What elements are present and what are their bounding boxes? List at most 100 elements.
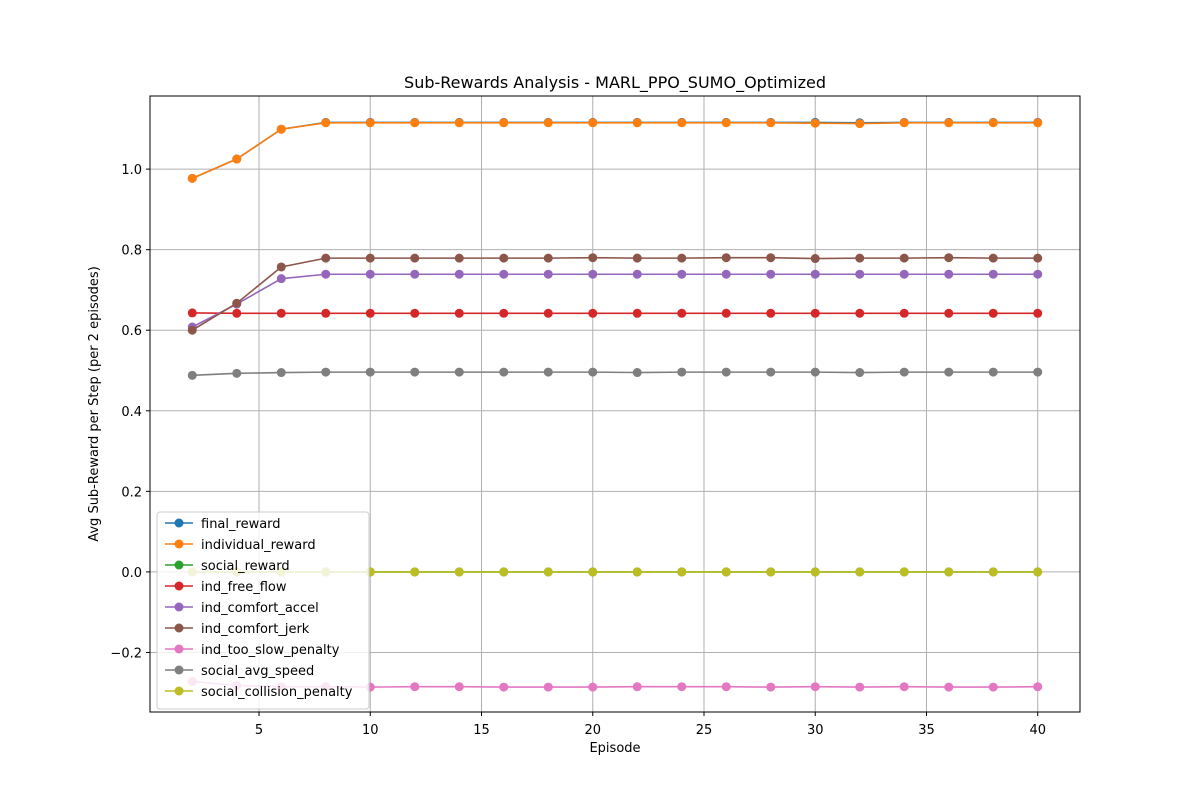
y-tick-label: 0.4 <box>121 405 142 420</box>
data-point <box>543 118 553 128</box>
data-point <box>588 253 598 263</box>
legend-label: ind_comfort_accel <box>201 601 319 616</box>
data-point <box>721 682 731 692</box>
data-point <box>321 253 331 263</box>
data-point <box>588 308 598 318</box>
legend-entry: ind_too_slow_penalty <box>165 643 340 658</box>
data-point <box>588 269 598 279</box>
data-point <box>588 118 598 128</box>
y-tick-label: 0.0 <box>121 566 142 581</box>
x-tick-label: 40 <box>1029 723 1046 738</box>
data-point <box>988 118 998 128</box>
data-point <box>766 269 776 279</box>
data-point <box>410 567 420 577</box>
legend-entry: ind_comfort_jerk <box>165 622 310 637</box>
data-point <box>677 118 687 128</box>
y-tick-label: 0.6 <box>121 324 142 339</box>
data-point <box>1033 567 1043 577</box>
data-point <box>499 269 509 279</box>
data-point <box>543 269 553 279</box>
data-point <box>1033 118 1043 128</box>
data-point <box>232 298 242 308</box>
data-point <box>499 367 509 377</box>
series-line <box>191 273 1038 328</box>
data-point <box>944 567 954 577</box>
x-axis-label: Episode <box>589 741 640 756</box>
series-line <box>192 371 1038 377</box>
data-point <box>810 118 820 128</box>
data-point <box>855 308 865 318</box>
legend-marker <box>174 581 184 591</box>
data-point <box>766 367 776 377</box>
data-point <box>410 253 420 263</box>
data-point <box>276 124 286 134</box>
data-point <box>1033 308 1043 318</box>
data-point <box>543 308 553 318</box>
series-ind-comfort-jerk <box>187 253 1043 335</box>
y-tick-label: 0.8 <box>121 244 142 259</box>
x-tick-label: 5 <box>255 723 263 738</box>
data-point <box>855 119 865 129</box>
data-point <box>721 567 731 577</box>
series-line <box>191 121 1038 180</box>
data-point <box>944 367 954 377</box>
data-point <box>721 367 731 377</box>
data-point <box>855 269 865 279</box>
data-point <box>855 682 865 692</box>
data-point <box>454 308 464 318</box>
legend-marker <box>174 539 184 549</box>
data-point <box>1033 253 1043 263</box>
legend-marker <box>174 686 184 696</box>
data-point <box>944 253 954 263</box>
data-point <box>276 274 286 284</box>
data-point <box>499 118 509 128</box>
data-point <box>677 682 687 692</box>
series-final-reward <box>187 117 1043 183</box>
data-point <box>632 682 642 692</box>
x-tick-label: 15 <box>473 723 490 738</box>
data-point <box>499 253 509 263</box>
data-point <box>499 308 509 318</box>
data-point <box>454 682 464 692</box>
data-point <box>810 269 820 279</box>
data-point <box>232 308 242 318</box>
data-point <box>187 325 197 335</box>
data-point <box>632 118 642 128</box>
data-point <box>721 253 731 263</box>
data-point <box>632 269 642 279</box>
data-point <box>944 118 954 128</box>
y-tick-label: 1.0 <box>121 163 142 178</box>
data-point <box>321 269 331 279</box>
data-point <box>677 269 687 279</box>
data-point <box>365 308 375 318</box>
legend-label: ind_free_flow <box>201 580 287 595</box>
data-point <box>899 367 909 377</box>
data-point <box>499 567 509 577</box>
legend: final_reward individual_reward social_rewa… <box>156 511 370 710</box>
legend-label: social_reward <box>201 559 290 574</box>
legend-entry: social_collision_penalty <box>165 685 353 700</box>
data-point <box>855 567 865 577</box>
data-point <box>232 154 242 164</box>
data-point <box>944 682 954 692</box>
data-point <box>988 682 998 692</box>
data-point <box>321 367 331 377</box>
legend-entry: ind_comfort_accel <box>165 601 319 616</box>
data-point <box>543 567 553 577</box>
data-point <box>988 367 998 377</box>
data-point <box>766 308 776 318</box>
series-ind-free-flow <box>187 308 1043 318</box>
legend-marker <box>174 623 184 633</box>
data-point <box>588 367 598 377</box>
tick-layer: 5 10 15 20 25 30 35 40 −0.2 0.0 0.2 0.4 0.6 0.8 1.0 <box>110 163 1046 738</box>
data-point <box>677 567 687 577</box>
legend-entry: social_reward <box>165 559 290 574</box>
data-point <box>588 682 598 692</box>
legend-label: social_collision_penalty <box>201 685 353 700</box>
data-point <box>855 253 865 263</box>
data-point <box>365 118 375 128</box>
x-tick-label: 25 <box>696 723 713 738</box>
plot-area-frame <box>149 95 1081 713</box>
data-point <box>721 269 731 279</box>
data-point <box>632 368 642 378</box>
